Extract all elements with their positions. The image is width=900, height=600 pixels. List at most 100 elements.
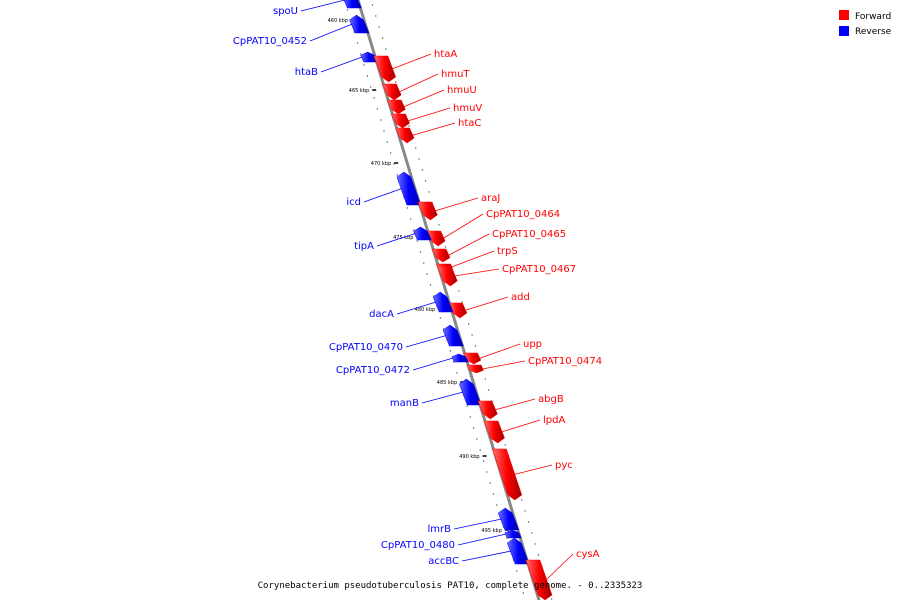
tick-label: 490 kbp [459,454,479,460]
gene-label-icd: icd [346,197,361,208]
legend-reverse-label: Reverse [855,27,892,37]
gene-label-cppat10_0480: CpPAT10_0480 [381,540,455,551]
track-dot [439,317,442,319]
track-dot [363,64,365,66]
gene-label-lmrb: lmrB [428,524,452,535]
track-dot [471,334,473,336]
track-dot [381,37,384,39]
track-dot [376,108,379,110]
track-dot [496,504,498,506]
tick-label: 470 kbp [371,161,391,167]
gene-label-cysa: cysA [576,549,600,560]
track-dot [461,301,463,303]
gene-leader-lpda [501,419,541,433]
track-dot [524,510,526,512]
gene-block-cppat10_0470 [442,324,464,347]
tick-label: 495 kbp [482,528,502,534]
tick-label: 465 kbp [349,88,369,94]
track-dot [373,97,375,99]
gene-block-pyc [492,448,523,501]
gene-leader-cysa [545,553,574,581]
gene-leader-hmuv [407,107,451,122]
gene-leader-accbc [461,550,512,562]
legend-forward-label: Forward [855,12,891,22]
track-dot [534,543,536,545]
track-dot [466,405,468,407]
gene-block-cysa [525,559,553,600]
track-dot [413,229,415,231]
gene-label-hmuv: hmuV [453,103,482,114]
track-dot [438,224,440,226]
gene-label-cppat10_0472: CpPAT10_0472 [336,365,410,376]
track-dot [479,449,481,451]
track-dot [396,174,398,176]
gene-label-trps: trpS [497,246,518,257]
gene-block-hmuv [391,113,410,129]
track-dot [421,169,423,171]
gene-block-cppat10_0474 [466,364,484,374]
tick-label: 480 kbp [415,307,435,313]
gene-leader-abgb [494,398,536,411]
gene-label-spou: spoU [273,6,298,17]
track-dot [449,350,452,352]
track-dot [527,521,530,523]
gene-features: spoU CpPAT10_0452 htaB htaA hmuT hmuU hmuV htaC… [233,0,602,600]
track-dot [385,48,387,50]
track-dot [474,345,477,347]
track-dot [380,119,382,121]
track-dot [395,81,397,83]
gene-leader-araj [434,197,479,212]
tick-label: 475 kbp [393,235,413,241]
track-dot [468,323,470,325]
track-dot [346,9,349,11]
genome-caption: Corynebacterium pseudotuberculosis PAT10… [258,581,643,591]
track-dot [383,130,385,132]
gene-label-htaa: htaA [434,49,457,60]
gene-leader-spou [300,0,346,12]
track-dot [418,158,420,160]
track-dot [551,598,553,600]
track-dot [416,240,418,242]
track-dot [356,42,359,44]
gene-block-cppat10_0472 [451,353,469,363]
gene-block-icd [396,171,422,206]
track-dot [390,152,392,154]
gene-leader-icd [363,188,403,203]
track-dot [521,499,523,501]
track-dot [408,125,410,127]
track-dot [419,251,422,253]
gene-label-htab: htaB [295,67,318,78]
track-dot [472,427,475,429]
track-dot [492,493,495,495]
gene-block-accbc [506,537,530,565]
gene-label-pyc: pyc [555,460,573,471]
gene-block-manb [458,378,482,406]
gene-leader-cppat10_0465 [447,233,490,256]
gene-label-cppat10_0464: CpPAT10_0464 [486,209,560,220]
legend-reverse-swatch [839,26,849,36]
track-dot [516,570,518,572]
track-dot [519,581,521,583]
track-dot [428,191,430,193]
track-dot [482,460,485,462]
gene-block-htaa [373,55,397,83]
track-dot [375,15,377,17]
gene-label-accbc: accBC [428,556,459,567]
gene-label-cppat10_0452: CpPAT10_0452 [233,36,307,47]
gene-leader-add [464,296,509,311]
gene-block-htac [395,127,415,144]
gene-leader-manb [421,391,464,404]
track-dot [366,75,369,77]
gene-label-cppat10_0467: CpPAT10_0467 [502,264,576,275]
gene-block-cppat10_0465 [431,248,451,263]
gene-label-araj: araJ [481,193,500,204]
gene-block-hmut [382,83,402,101]
track-dot [456,372,458,374]
track-dot [469,416,471,418]
gene-leader-lmrb [453,518,502,530]
gene-block-cppat10_0467 [436,265,458,287]
gene-label-hmuu: hmuU [447,85,477,96]
gene-label-lpda: lpdA [543,415,565,426]
gene-leader-pyc [514,464,553,475]
gene-block-cppat10_0452 [349,14,370,34]
